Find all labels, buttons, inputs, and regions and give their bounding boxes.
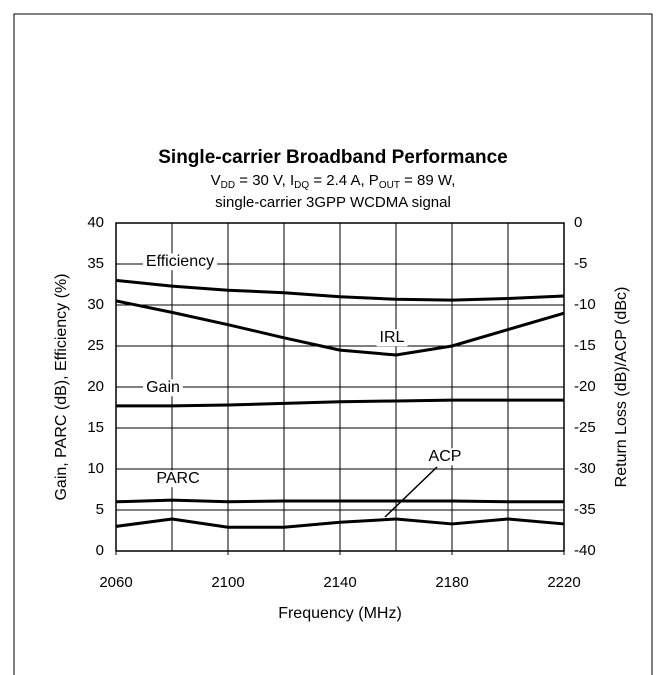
y-tick-label: 15 bbox=[87, 419, 104, 436]
y-tick-label: 10 bbox=[87, 460, 104, 477]
subtitle-part: = 89 W, bbox=[400, 172, 455, 189]
series-label: Efficiency bbox=[146, 253, 214, 270]
y-tick-label: 20 bbox=[87, 378, 104, 395]
subscript: OUT bbox=[379, 180, 400, 191]
series-label: Gain bbox=[146, 379, 180, 396]
y2-tick-label: -5 bbox=[574, 255, 587, 272]
y-tick-label: 35 bbox=[87, 255, 104, 272]
series-label: IRL bbox=[380, 329, 405, 346]
y-axis-title: Gain, PARC (dB), Efficiency (%) bbox=[53, 273, 70, 500]
label-background bbox=[142, 253, 218, 271]
label-background bbox=[153, 470, 203, 488]
series-label: PARC bbox=[156, 470, 199, 487]
y2-tick-label: -30 bbox=[574, 460, 596, 477]
label-background bbox=[425, 448, 465, 466]
y2-tick-label: -15 bbox=[574, 337, 596, 354]
label-background bbox=[143, 379, 183, 397]
y-tick-label: 30 bbox=[87, 296, 104, 313]
y2-tick-label: -25 bbox=[574, 419, 596, 436]
y-tick-label: 25 bbox=[87, 337, 104, 354]
subscript: DD bbox=[221, 180, 235, 191]
chart-subtitle: VDD = 30 V, IDQ = 2.4 A, POUT = 89 W, bbox=[211, 172, 456, 191]
x-tick-label: 2100 bbox=[211, 574, 244, 591]
subscript: DQ bbox=[294, 180, 309, 191]
y-tick-label: 40 bbox=[87, 214, 104, 231]
x-tick-label: 2060 bbox=[99, 574, 132, 591]
label-background bbox=[376, 329, 408, 347]
y2-tick-label: -40 bbox=[574, 542, 596, 559]
x-tick-label: 2180 bbox=[435, 574, 468, 591]
series-line bbox=[115, 517, 565, 529]
x-axis-title: Frequency (MHz) bbox=[278, 605, 402, 622]
x-tick-label: 2220 bbox=[547, 574, 580, 591]
series-line bbox=[115, 299, 565, 357]
y2-tick-label: -35 bbox=[574, 501, 596, 518]
subtitle-part: V bbox=[211, 172, 221, 189]
y-tick-label: 5 bbox=[96, 501, 104, 518]
y-tick-label: 0 bbox=[96, 542, 104, 559]
leader-line bbox=[384, 466, 438, 518]
x-tick-label: 2140 bbox=[323, 574, 356, 591]
series-label: ACP bbox=[429, 448, 462, 465]
y2-tick-label: 0 bbox=[574, 214, 582, 231]
chart-subtitle: single-carrier 3GPP WCDMA signal bbox=[215, 194, 451, 211]
subtitle-part: = 2.4 A, P bbox=[309, 172, 379, 189]
series-line bbox=[115, 498, 564, 504]
y2-tick-label: -10 bbox=[574, 296, 596, 313]
frame bbox=[13, 13, 653, 675]
y2-axis-title: Return Loss (dB)/ACP (dBc) bbox=[613, 287, 630, 488]
series-line bbox=[116, 398, 564, 408]
y2-tick-label: -20 bbox=[574, 378, 596, 395]
subtitle-part: = 30 V, I bbox=[235, 172, 294, 189]
series-line bbox=[115, 278, 565, 302]
chart-title: Single-carrier Broadband Performance bbox=[158, 147, 508, 168]
